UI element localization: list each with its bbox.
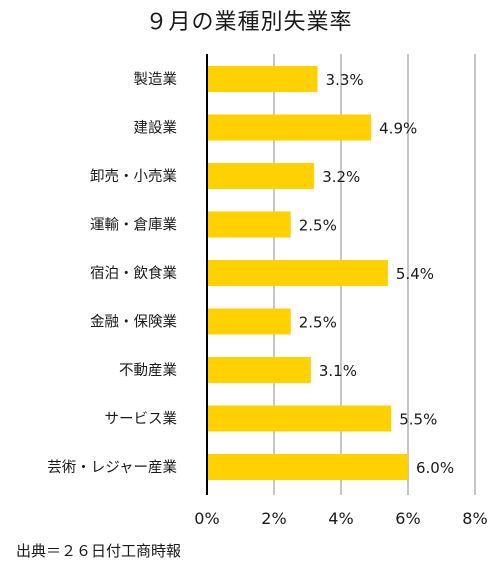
- value-label-3: 2.5%: [299, 217, 337, 235]
- bar-2: [207, 163, 315, 189]
- category-label-1: 建設業: [134, 120, 178, 137]
- x-tick-label-3: 6%: [395, 509, 420, 528]
- value-label-7: 5.5%: [399, 411, 437, 429]
- category-label-8: 芸術・レジャー産業: [47, 459, 177, 476]
- category-label-7: サービス業: [105, 411, 178, 428]
- category-label-0: 製造業: [134, 71, 178, 88]
- category-label-4: 宿泊・飲食業: [90, 265, 177, 282]
- value-label-6: 3.1%: [319, 362, 357, 380]
- value-label-1: 4.9%: [379, 120, 417, 138]
- x-tick-label-1: 2%: [261, 509, 286, 528]
- bar-0: [207, 66, 318, 92]
- x-tick-label-4: 8%: [462, 509, 487, 528]
- source-note: 出典＝２６日付工商時報: [16, 542, 182, 560]
- value-label-2: 3.2%: [322, 168, 360, 186]
- value-label-4: 5.4%: [396, 265, 434, 283]
- bar-1: [207, 114, 372, 141]
- x-tick-label-0: 0%: [194, 509, 219, 528]
- bar-5: [207, 308, 291, 335]
- value-label-8: 6.0%: [416, 459, 454, 477]
- bar-3: [207, 211, 291, 238]
- bar-6: [207, 357, 311, 383]
- category-label-3: 運輸・倉庫業: [90, 217, 177, 234]
- chart-title: ９月の業種別失業率: [145, 10, 353, 35]
- category-label-5: 金融・保険業: [90, 314, 177, 331]
- value-label-0: 3.3%: [326, 71, 364, 89]
- category-label-2: 卸売・小売業: [90, 168, 177, 185]
- bar-4: [207, 260, 388, 286]
- category-label-6: 不動産業: [119, 362, 177, 379]
- value-label-5: 2.5%: [299, 314, 337, 332]
- bar-7: [207, 405, 392, 432]
- bar-8: [207, 454, 408, 480]
- x-tick-label-2: 4%: [328, 509, 353, 528]
